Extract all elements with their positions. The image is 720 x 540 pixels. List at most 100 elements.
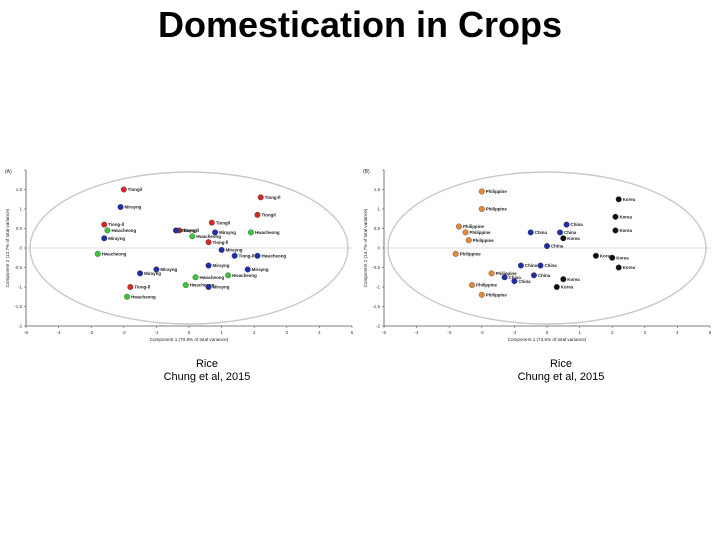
- plot1-point-label: Philippine: [460, 251, 482, 256]
- page-title: Domestication in Crops: [157, 4, 563, 45]
- plot1-y-tick-label: 1: [377, 207, 380, 212]
- plot1-y-tick-label: 0: [377, 246, 380, 251]
- plot1-point-label: Korea: [616, 255, 629, 260]
- plot1-point: [511, 278, 518, 285]
- plot0-x-tick-label: -3: [89, 330, 93, 335]
- plot0-point: [189, 233, 196, 240]
- plot0-panel-label: (A): [5, 169, 12, 175]
- plot1-point: [488, 270, 495, 277]
- plot1-y-tick-label: 1.5: [374, 187, 381, 192]
- plot0-point: [137, 270, 144, 277]
- plot0-point: [247, 229, 254, 236]
- plot0-y-tick-label: -1: [18, 285, 22, 290]
- plot0-point-label: Hwacheong: [261, 253, 286, 258]
- plot0-point-label: Tiongil: [216, 220, 230, 225]
- plot1-point: [615, 264, 622, 271]
- plot0-point: [212, 229, 219, 236]
- plot0-point-label: Tiong-ll: [239, 253, 255, 258]
- plot0-point: [225, 272, 232, 279]
- plot1-point-label: China: [535, 230, 548, 235]
- plot1-y-tick-label: -0.5: [372, 265, 380, 270]
- plot0-x-tick-label: 2: [253, 330, 256, 335]
- plot0-y-tick-label: -0.5: [14, 265, 22, 270]
- plot1-point: [609, 254, 616, 261]
- plot0-point-label: Mirayng: [144, 271, 161, 276]
- plot1-point-label: China: [551, 244, 564, 249]
- plot0-x-tick-label: -2: [122, 330, 126, 335]
- plot1-point: [557, 229, 563, 236]
- plot0-point-label: Hwacheong: [200, 275, 225, 280]
- plot1-point: [462, 229, 469, 236]
- plot0-point: [127, 284, 134, 290]
- plot0-x-tick-label: 0: [188, 330, 191, 335]
- plot1-point-label: Korea: [623, 197, 636, 202]
- plot0-point-label: Mirayng: [252, 267, 269, 272]
- plot0-point-label: Hwacheong: [196, 234, 221, 239]
- plot1-point: [615, 196, 622, 203]
- plot0-point-label: Mirayng: [226, 248, 243, 253]
- plot0-point-label: Mirayng: [108, 236, 125, 241]
- plot1-point: [537, 262, 544, 269]
- plot1-x-tick-label: 1: [578, 330, 581, 335]
- plot0-point: [153, 266, 160, 273]
- plot0-point-label: Hwacheong: [112, 228, 137, 233]
- plot1-x-tick-label: -5: [382, 330, 386, 335]
- caption-right-line1: Rice: [549, 358, 572, 370]
- plot0-point-label: Tiongil: [128, 187, 142, 192]
- plot1-point: [563, 221, 570, 228]
- caption-right: Rice Chung et al, 2015: [461, 358, 661, 384]
- plot1-point: [478, 206, 485, 212]
- plot0-y-tick-label: -2: [18, 324, 22, 329]
- plot1-point-label: Korea: [619, 214, 632, 219]
- plot1-y-tick-label: -1: [376, 285, 380, 290]
- plot1-y-tick-label: -1.5: [372, 304, 380, 309]
- plot1-x-tick-label: 3: [644, 330, 647, 335]
- plot0-point-label: Mirayng: [219, 230, 236, 235]
- plot0-point: [218, 246, 225, 253]
- plot0-point: [192, 274, 199, 281]
- plot1-point: [560, 276, 567, 283]
- plot0-y-axis-label: Component 2 (12.7% of total variance): [5, 208, 10, 287]
- caption-left: Rice Chung et al, 2015: [107, 358, 307, 384]
- plot1-point: [544, 243, 550, 249]
- plot0-point: [205, 284, 212, 290]
- plot1-point: [592, 252, 599, 259]
- plot1-point-label: Philippine: [473, 238, 495, 243]
- plot1-point-label: Philippine: [470, 230, 492, 235]
- plot1-panel-label: (B): [363, 169, 370, 175]
- plot0-point-label: Hwacheong: [232, 273, 257, 278]
- plot1-x-tick-label: 0: [546, 330, 549, 335]
- plot0-y-tick-label: 1: [19, 207, 22, 212]
- plot1-point-label: Korea: [600, 253, 613, 258]
- plot1-point: [612, 227, 619, 234]
- plot1-point: [456, 223, 462, 230]
- plot1-point-label: Korea: [619, 228, 632, 233]
- plot1-y-tick-label: -2: [376, 324, 380, 329]
- caption-left-line2: Chung et al, 2015: [163, 371, 251, 383]
- plot0-x-tick-label: 4: [318, 330, 321, 335]
- plot1-point: [478, 188, 485, 195]
- plot1-x-tick-label: 4: [676, 330, 679, 335]
- plot0-point-label: Tiong-ll: [183, 228, 199, 233]
- pca-plot-right: -5 -4 -3 -2 -1 0 1 2 3 4 5 -2 -1.5 -1 -0.5 0 0.5 1 1.5 Comp…: [363, 169, 712, 342]
- plot0-point-label: Hwacheong: [131, 294, 156, 299]
- plot0-point: [104, 227, 111, 234]
- plot1-point-label: Korea: [623, 265, 636, 270]
- plot0-point-label: Tiong-ll: [213, 240, 229, 245]
- plot1-point: [452, 250, 459, 257]
- plot0-point: [257, 194, 264, 201]
- plot1-point-label: Korea: [567, 277, 580, 282]
- plot0-point: [208, 219, 215, 226]
- plot1-x-tick-label: -4: [415, 330, 419, 335]
- plot0-y-tick-label: 0.5: [16, 226, 23, 231]
- plot0-point: [101, 221, 108, 228]
- plot1-point-label: China: [525, 263, 538, 268]
- plot0-y-tick-label: -1.5: [14, 304, 22, 309]
- plot0-point: [101, 235, 108, 242]
- caption-left-line1: Rice: [195, 358, 218, 370]
- plot1-point: [531, 272, 537, 279]
- plot1-point-label: China: [564, 230, 577, 235]
- pca-plot-left: -5 -4 -3 -2 -1 0 1 2 3 4 5 -2 -1.5 -1 -0.5 0 0.5 1 1.5 Comp…: [5, 169, 354, 342]
- plot1-point: [469, 282, 475, 288]
- plot1-point: [553, 284, 560, 290]
